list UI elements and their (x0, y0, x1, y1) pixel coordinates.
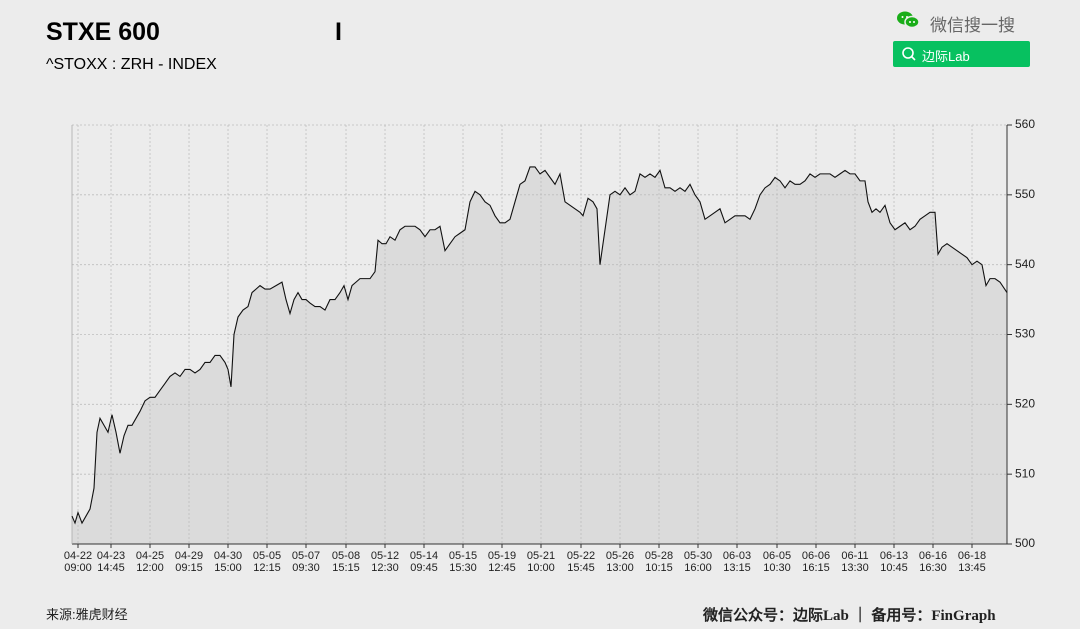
x-tick-label: 05-05 12:15 (252, 550, 282, 574)
y-tick-label: 510 (1015, 466, 1035, 480)
x-tick-label: 06-03 13:15 (722, 550, 752, 574)
x-tick-label: 05-22 15:45 (566, 550, 596, 574)
x-tick-label: 06-06 16:15 (801, 550, 831, 574)
x-tick-label: 05-26 13:00 (605, 550, 635, 574)
subtitle: ^STOXX : ZRH - INDEX (46, 56, 217, 73)
y-tick-label: 540 (1015, 257, 1035, 271)
title: STXE 600 (46, 18, 160, 46)
x-tick-label: 04-25 12:00 (135, 550, 165, 574)
y-tick-label: 550 (1015, 187, 1035, 201)
x-tick-label: 05-08 15:15 (331, 550, 361, 574)
plot-area (72, 125, 1007, 544)
x-tick-label: 04-29 09:15 (174, 550, 204, 574)
x-tick-label: 05-21 10:00 (526, 550, 556, 574)
x-tick-label: 06-05 10:30 (762, 550, 792, 574)
y-tick-label: 500 (1015, 536, 1035, 550)
x-tick-label: 05-19 12:45 (487, 550, 517, 574)
x-tick-label: 04-23 14:45 (96, 550, 126, 574)
x-tick-label: 05-07 09:30 (291, 550, 321, 574)
search-button-label: 边际Lab (922, 49, 970, 64)
x-tick-label: 05-14 09:45 (409, 550, 439, 574)
y-tick-label: 560 (1015, 117, 1035, 131)
x-tick-label: 04-30 15:00 (213, 550, 243, 574)
x-tick-label: 06-18 13:45 (957, 550, 987, 574)
wechat-icon (896, 10, 920, 30)
x-tick-label: 05-12 12:30 (370, 550, 400, 574)
x-tick-label: 06-16 16:30 (918, 550, 948, 574)
x-tick-label: 05-15 15:30 (448, 550, 478, 574)
area-fill (72, 166, 1007, 544)
source: 来源:雅虎财经 (46, 607, 128, 622)
y-tick-label: 520 (1015, 397, 1035, 411)
x-tick-label: 05-30 16:00 (683, 550, 713, 574)
credit: 微信公众号：边际Lab ｜ 备用号：FinGraph (703, 608, 996, 624)
cursor: I (335, 18, 342, 46)
search-button[interactable]: 边际Lab (893, 41, 1030, 67)
price-line (71, 166, 1008, 525)
x-tick-label: 06-13 10:45 (879, 550, 909, 574)
x-tick-label: 04-22 09:00 (63, 550, 93, 574)
x-tick-label: 05-28 10:15 (644, 550, 674, 574)
search-brand: 微信搜一搜 (930, 16, 1015, 35)
y-tick-label: 530 (1015, 327, 1035, 341)
x-tick-label: 06-11 13:30 (841, 550, 869, 574)
